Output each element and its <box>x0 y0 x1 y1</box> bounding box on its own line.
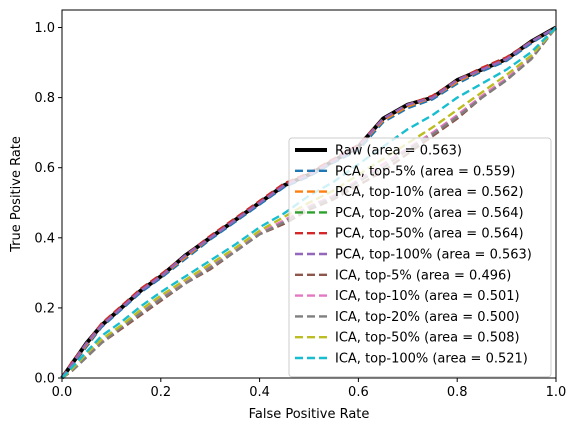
legend-label-8: ICA, top-20% (area = 0.500) <box>335 310 520 325</box>
plot-frame <box>61 9 557 379</box>
legend-label-9: ICA, top-50% (area = 0.508) <box>335 331 520 346</box>
x-tick-label-2: 0.4 <box>249 385 270 400</box>
x-tick-label-1: 0.2 <box>150 385 171 400</box>
legend-label-10: ICA, top-100% (area = 0.521) <box>335 352 528 367</box>
y-axis-label: True Positive Rate <box>9 136 24 253</box>
legend-label-7: ICA, top-10% (area = 0.501) <box>335 289 520 304</box>
x-tick-label-4: 0.8 <box>447 385 468 400</box>
legend-box <box>288 137 552 378</box>
legend-label-3: PCA, top-20% (area = 0.564) <box>335 206 524 221</box>
legend-label-1: PCA, top-5% (area = 0.559) <box>335 164 515 179</box>
y-tick-label-0: 0.0 <box>34 372 55 387</box>
y-tick-label-1: 0.2 <box>34 301 55 316</box>
legend-label-5: PCA, top-100% (area = 0.563) <box>335 248 532 263</box>
y-tick-label-3: 0.6 <box>34 161 55 176</box>
legend: Raw (area = 0.563) PCA, top-5% (area = 0.… <box>288 137 552 378</box>
x-tick-label-0: 0.0 <box>52 385 73 400</box>
y-tick-label-5: 1.0 <box>34 21 55 36</box>
y-tick-label-2: 0.4 <box>34 231 55 246</box>
series-line-10 <box>61 26 557 379</box>
legend-label-0: Raw (area = 0.563) <box>335 144 462 159</box>
x-tick-label-5: 1.0 <box>546 385 567 400</box>
x-tick-label-3: 0.6 <box>348 385 369 400</box>
series-line-8 <box>61 26 557 379</box>
legend-label-4: PCA, top-50% (area = 0.564) <box>335 227 524 242</box>
series-line-1 <box>61 26 557 379</box>
series-line-5 <box>61 26 557 379</box>
y-tick-label-4: 0.8 <box>34 91 55 106</box>
x-axis-label: False Positive Rate <box>249 407 370 422</box>
series-line-7 <box>61 26 557 379</box>
series-layer <box>60 25 557 380</box>
legend-label-2: PCA, top-10% (area = 0.562) <box>335 185 524 200</box>
legend-label-6: ICA, top-5% (area = 0.496) <box>335 268 511 283</box>
ticks-layer: 0.0 0.2 0.4 0.6 0.8 1.0 0.0 0.2 0.4 0.6 0.8 1.0 <box>34 21 566 400</box>
